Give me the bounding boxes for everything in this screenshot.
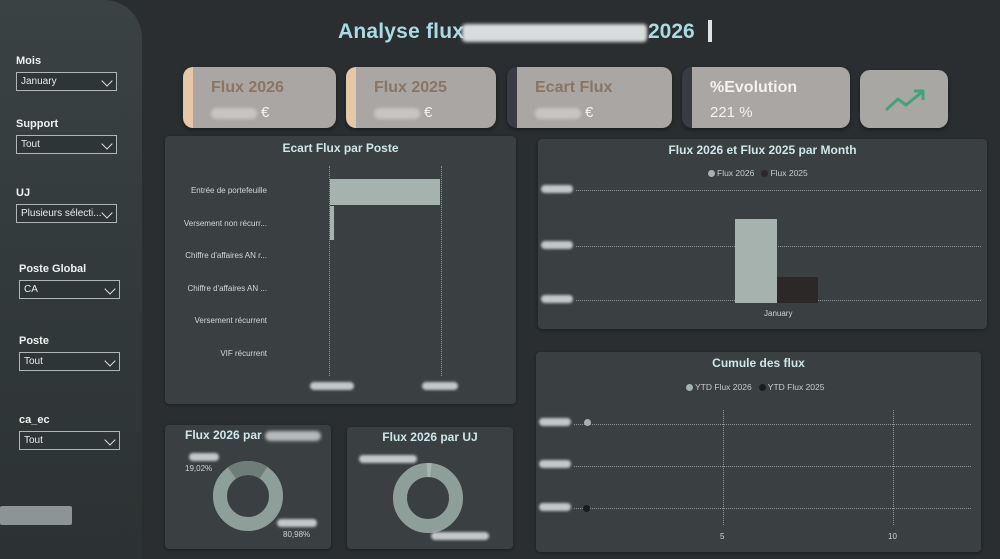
slicer-poste-global: Poste Global CA (19, 263, 121, 299)
redacted-label (359, 455, 417, 463)
chart-title: Cumule des flux (712, 356, 805, 370)
bar-versement-non-recurrent[interactable] (330, 206, 334, 240)
flux-2026-par-support-chart: Flux 2026 par 19,02% 80,98% (165, 425, 331, 549)
chevron-down-icon (104, 355, 116, 367)
redacted-label (189, 453, 219, 461)
kpi-label: Flux 2026 (211, 79, 284, 96)
category-label: Chiffre d'affaires AN r... (185, 251, 267, 260)
poste-dropdown[interactable]: Tout (19, 352, 120, 371)
kpi-label: Ecart Flux (535, 79, 613, 96)
flux-2026-par-uj-chart: Flux 2026 par UJ (347, 427, 513, 549)
cumule-des-flux-chart: Cumule des flux YTD Flux 2026 YTD Flux 2… (536, 352, 981, 552)
gridline (574, 424, 971, 425)
x-tick-label: 5 (720, 532, 725, 541)
redacted-axis-label (541, 295, 573, 303)
gridline (329, 166, 330, 376)
ca-ec-dropdown[interactable]: Tout (19, 431, 120, 450)
trending-up-icon (884, 89, 925, 112)
slicer-ca-ec: ca_ec Tout (19, 414, 121, 450)
ecart-flux-par-poste-chart: Ecart Flux par Poste Entrée de portefeui… (165, 136, 516, 404)
gridline (441, 166, 442, 376)
chart-legend: YTD Flux 2026 YTD Flux 2025 (686, 382, 825, 392)
slicer-label: Mois (16, 55, 42, 67)
kpi-value: € (211, 104, 269, 121)
kpi-value: 221 % (710, 104, 753, 121)
poste-global-dropdown[interactable]: CA (19, 280, 120, 299)
pie-label-small: 19,02% (185, 464, 213, 473)
page-title: Analyse flux (338, 20, 465, 43)
redacted-axis-label (539, 503, 571, 511)
gridline (893, 410, 894, 525)
slicer-mois: Mois January (16, 55, 118, 91)
donut-chart[interactable] (391, 461, 465, 535)
redacted-axis-label (539, 418, 571, 426)
bar-entree-portefeuille[interactable] (330, 179, 440, 205)
support-dropdown[interactable]: Tout (16, 135, 117, 154)
redacted-axis-label (541, 241, 573, 249)
redacted-axis-label (541, 185, 573, 193)
uj-dropdown[interactable]: Plusieurs sélecti... (16, 204, 117, 223)
bar-flux-2026-january[interactable] (735, 219, 777, 303)
category-label: Versement récurrent (194, 316, 267, 325)
ytd-2026-point[interactable] (584, 419, 591, 426)
category-label: Entrée de portefeuille (190, 186, 267, 195)
filter-sidebar: Mois January Support Tout UJ Plusieurs s… (0, 0, 142, 559)
pie-label-large: 80,98% (283, 530, 311, 539)
chevron-down-icon (101, 138, 113, 150)
chart-title: Flux 2026 et Flux 2025 par Month (668, 143, 857, 157)
chevron-down-icon (101, 207, 113, 219)
slicer-label: Poste Global (19, 263, 87, 275)
slicer-label: Support (16, 118, 59, 130)
trend-indicator (860, 70, 948, 128)
kpi-value: € (374, 104, 432, 121)
x-tick-label: 10 (888, 532, 897, 541)
kpi-label: %Evolution (710, 79, 798, 96)
page-title-year: 2026 (648, 20, 695, 43)
redacted-label (277, 519, 317, 527)
slicer-label: Poste (19, 335, 49, 347)
ytd-2025-point[interactable] (583, 505, 590, 512)
slicer-poste: Poste Tout (19, 335, 121, 371)
x-axis-label: January (764, 309, 793, 318)
kpi-card-flux-2025: Flux 2025 € (346, 67, 496, 128)
chevron-down-icon (104, 434, 116, 446)
gridline (574, 466, 971, 467)
chevron-down-icon (101, 75, 113, 87)
text-cursor (708, 20, 712, 42)
clear-filters-button[interactable] (0, 506, 72, 525)
category-label: Versement non récurr... (183, 219, 267, 228)
redacted-label (431, 532, 489, 540)
flux-par-month-chart: Flux 2026 et Flux 2025 par Month Flux 20… (538, 139, 987, 329)
kpi-card-flux-2026: Flux 2026 € (183, 67, 336, 128)
gridline (576, 190, 981, 191)
gridline (723, 410, 724, 525)
redacted-axis-label (539, 460, 571, 468)
chart-legend: Flux 2026 Flux 2025 (708, 168, 808, 178)
redacted-axis-label (310, 382, 354, 390)
chevron-down-icon (104, 283, 116, 295)
kpi-value: € (535, 104, 593, 121)
slicer-support: Support Tout (16, 118, 118, 154)
donut-chart[interactable] (211, 459, 285, 533)
redacted-title-part (462, 24, 647, 42)
chart-title: Flux 2026 par UJ (382, 430, 478, 444)
slicer-label: ca_ec (19, 414, 50, 426)
category-label: Chiffre d'affaires AN ... (187, 284, 268, 293)
slicer-uj: UJ Plusieurs sélecti... (16, 187, 118, 223)
gridline (576, 246, 981, 247)
chart-title: Ecart Flux par Poste (282, 141, 399, 155)
category-label: VIF récurrent (220, 349, 267, 358)
kpi-card-evolution: %Evolution 221 % (682, 67, 850, 128)
chart-title: Flux 2026 par (185, 428, 331, 442)
kpi-label: Flux 2025 (374, 79, 447, 96)
redacted-axis-label (422, 382, 458, 390)
kpi-card-ecart-flux: Ecart Flux € (507, 67, 672, 128)
bar-flux-2025-january[interactable] (777, 277, 818, 303)
gridline (574, 508, 971, 509)
mois-dropdown[interactable]: January (16, 72, 117, 91)
slicer-label: UJ (16, 187, 31, 199)
